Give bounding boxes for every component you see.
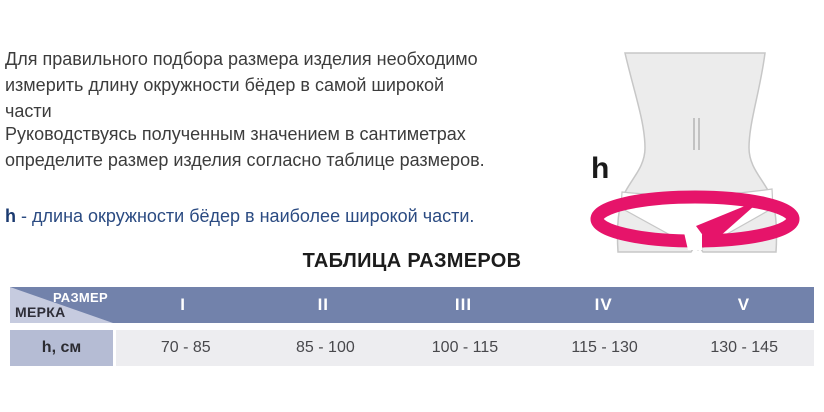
range-size-5: 130 - 145 [674, 330, 814, 366]
size-table-header-row: РАЗМЕР МЕРКА I II III IV V [10, 287, 814, 323]
measurement-symbol: h [5, 206, 16, 226]
size-column-5: V [737, 295, 751, 314]
range-size-4: 115 - 130 [534, 330, 675, 366]
size-table: РАЗМЕР МЕРКА I II III IV V h, см 70 - 85… [10, 287, 814, 366]
torso-drawing [590, 52, 800, 253]
range-size-2: 85 - 100 [255, 330, 396, 366]
corner-label-size: РАЗМЕР [52, 290, 108, 305]
size-column-4: IV [594, 295, 613, 314]
size-column-1: I [180, 295, 186, 314]
corner-cell: РАЗМЕР МЕРКА [10, 287, 113, 323]
range-size-1: 70 - 85 [116, 330, 256, 366]
row-separator [10, 323, 814, 330]
measurement-note: h - длина окружности бёдер в наиболее ши… [5, 203, 525, 229]
row-header-h-cm: h, см [10, 330, 113, 366]
intro-paragraph-1: Для правильного подбора размера изделия … [5, 49, 478, 121]
ring-notch [683, 208, 702, 250]
size-column-2: II [317, 295, 330, 314]
corner-label-measure: МЕРКА [15, 304, 66, 320]
hip-measurement-illustration: h [560, 0, 824, 262]
size-column-3: III [454, 295, 473, 314]
measurement-note-text: - длина окружности бёдер в наиболее широ… [21, 206, 475, 226]
size-table-data-row: h, см 70 - 85 85 - 100 100 - 115 115 - 1… [10, 330, 814, 366]
range-size-3: 100 - 115 [395, 330, 535, 366]
size-table-title: ТАБЛИЦА РАЗМЕРОВ [302, 250, 522, 272]
navel-lines [693, 118, 700, 150]
arrowhead-icon [696, 199, 762, 245]
figure-h-label: h [591, 152, 610, 185]
intro-paragraph-2: Руководствуясь полученным значением в са… [5, 124, 485, 170]
